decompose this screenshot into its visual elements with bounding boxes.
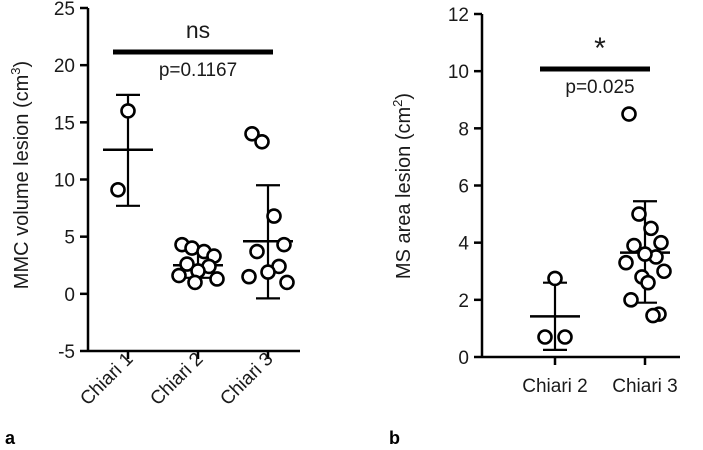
data-point — [276, 236, 292, 253]
panel-a-y-tick-label: 20 — [54, 56, 75, 77]
data-point — [640, 274, 656, 291]
panel-a-y-tick-label: 15 — [54, 113, 75, 134]
panel-a-x-tick-label: Chiari 3 — [216, 349, 277, 410]
data-point — [260, 264, 276, 280]
panel-a-y-tick-label: -5 — [58, 342, 75, 363]
data-point — [209, 271, 225, 287]
data-point — [557, 329, 573, 345]
panel-b-y-tick-label: 4 — [458, 234, 469, 255]
data-point — [645, 307, 661, 324]
data-point — [244, 125, 260, 142]
significance-label: ns — [186, 17, 210, 43]
data-point — [110, 181, 126, 198]
data-point — [187, 274, 203, 291]
panel-a-x-tick-label: Chiari 2 — [146, 349, 207, 410]
data-point — [254, 133, 270, 150]
data-point — [656, 263, 672, 280]
data-point — [653, 234, 669, 251]
panel-b-y-tick-label: 0 — [458, 348, 469, 369]
panel-b-y-tick-label: 2 — [458, 291, 469, 312]
significance-label: * — [594, 32, 606, 65]
p-value-label: p=0.025 — [565, 77, 634, 98]
panel-a-label: a — [5, 428, 16, 448]
panel-b-y-tick-label: 12 — [448, 5, 469, 26]
panel-b-y-tick-label: 10 — [448, 62, 469, 83]
data-point — [623, 292, 639, 308]
data-point — [179, 256, 195, 272]
data-point — [120, 103, 136, 119]
data-point — [249, 243, 265, 260]
panel-b-y-axis-label: MS area lesion (cm2) — [390, 93, 415, 279]
panel-a-y-tick-label: 5 — [64, 228, 75, 249]
data-point — [626, 237, 642, 254]
panel-a-y-tick-label: 10 — [54, 171, 75, 192]
panel-b-x-tick-label: Chiari 2 — [522, 376, 587, 397]
panel-b-y-tick-label: 6 — [458, 177, 469, 198]
data-point — [631, 206, 647, 222]
data-point — [537, 329, 553, 345]
data-point — [643, 220, 659, 237]
panel-b: MS area lesion (cm2) 0 2 4 6 8 10 12 Chiari 2 C… — [389, 5, 680, 448]
data-point — [618, 254, 634, 271]
data-point — [637, 246, 653, 262]
data-point — [621, 106, 637, 122]
panel-a-y-tick-label: 0 — [64, 285, 75, 306]
panel-a-x-tick-label: Chiari 1 — [76, 349, 137, 410]
data-point — [241, 268, 257, 285]
data-point — [266, 208, 282, 224]
data-point — [279, 274, 295, 291]
panel-b-x-tick-label: Chiari 3 — [612, 376, 677, 397]
data-point — [547, 270, 563, 287]
panel-a-y-tick-label: 25 — [54, 0, 75, 20]
data-point — [171, 267, 187, 284]
panel-a: MMC volume lesion (cm3) -5 0 5 10 15 20 25 Chi… — [5, 0, 300, 448]
panel-b-y-tick-label: 8 — [458, 119, 469, 140]
p-value-label: p=0.1167 — [159, 60, 237, 81]
panel-b-label: b — [389, 428, 400, 448]
panel-a-y-axis-label: MMC volume lesion (cm3) — [8, 61, 33, 289]
